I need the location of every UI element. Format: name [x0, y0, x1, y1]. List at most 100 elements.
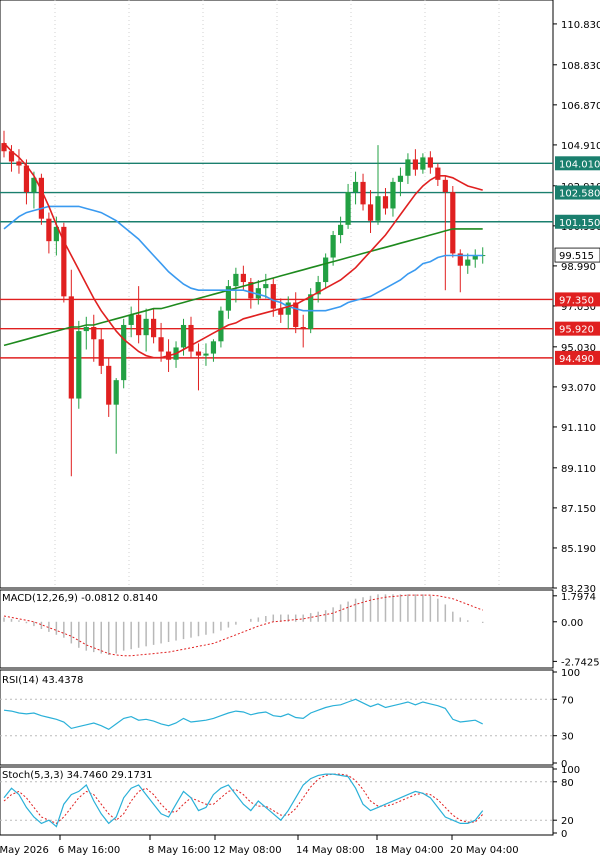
candle-body: [360, 181, 366, 205]
candle-body: [53, 226, 59, 242]
price-tick-label: 89.110: [561, 464, 596, 475]
rsi-line: [3, 698, 483, 730]
candle-body: [46, 218, 52, 242]
candle-body: [345, 192, 351, 225]
level-label-bg: [555, 350, 600, 365]
rsi-panel: RSI(14) 43.4378 100 70 30 0: [0, 668, 580, 770]
price-tick-label: 98.990: [561, 262, 596, 273]
time-tick-label: 4 May 2026: [0, 845, 49, 856]
candle-body: [435, 167, 441, 180]
candle-body: [180, 324, 187, 348]
price-tick-label: 108.830: [561, 61, 600, 72]
price-tick-label: 104.910: [561, 141, 600, 152]
macd-tick-label: -2.7425: [561, 657, 600, 668]
candle-body: [68, 296, 74, 399]
level-label: 97.350: [559, 295, 594, 306]
candle-body: [323, 257, 329, 283]
candle-body: [98, 339, 104, 366]
time-tick-label: 14 May 08:00: [296, 845, 365, 856]
stoch-k-line: [3, 773, 484, 828]
candle-body: [255, 288, 261, 299]
candle-body: [412, 159, 418, 170]
price-tick-label: 93.070: [561, 383, 596, 394]
candle-body: [465, 259, 471, 266]
candle-body: [300, 327, 306, 330]
price-tick-label: 106.870: [561, 101, 600, 112]
candle-body: [203, 353, 209, 356]
candle-body: [285, 302, 291, 315]
level-label: 101.150: [559, 218, 600, 229]
candle-body: [480, 255, 486, 257]
candle-body: [405, 159, 411, 176]
candle-body: [151, 318, 157, 338]
stoch-tick-label: 20: [561, 816, 574, 827]
candle-body: [225, 286, 231, 311]
candle-body: [278, 308, 284, 315]
candle-body: [31, 177, 37, 193]
candle-body: [76, 331, 82, 399]
candle-body: [23, 165, 30, 193]
last-price-label: 99.515: [559, 251, 594, 262]
time-tick-label: 8 May 16:00: [148, 845, 210, 856]
price-tick-label: 91.110: [561, 423, 596, 434]
level-label: 95.920: [559, 325, 594, 336]
level-label-bg: [555, 321, 600, 336]
moving-average-green-line: [3, 228, 483, 347]
candle-body: [106, 365, 112, 405]
candle-body: [293, 302, 299, 328]
candle-body: [143, 318, 149, 336]
candle-body: [1, 143, 7, 152]
candle-body: [450, 192, 456, 254]
candle-body: [128, 314, 134, 325]
macd-tick-label: 0.00: [561, 618, 583, 629]
rsi-tick-label: 0: [561, 759, 567, 770]
rsi-label: RSI(14) 43.4378: [2, 675, 83, 686]
candle-body: [352, 181, 359, 193]
stoch-d-line: [3, 773, 484, 824]
candle-body: [61, 226, 67, 297]
stoch-tick-label: 0: [561, 829, 567, 840]
candle-body: [16, 161, 22, 166]
moving-average-blue-line: [3, 205, 483, 312]
price-tick-label: 110.830: [561, 20, 600, 31]
candle-body: [158, 337, 164, 352]
candle-body: [330, 235, 336, 258]
candle-body: [263, 284, 269, 289]
candle-body: [38, 177, 44, 219]
candle-body: [442, 179, 448, 193]
rsi-tick-label: 70: [561, 695, 574, 706]
candle-body: [210, 341, 217, 354]
level-label-bg: [555, 214, 600, 229]
macd-tick-label: 1.7974: [561, 592, 596, 603]
candle-body: [472, 255, 478, 260]
price-tick-label: 95.030: [561, 343, 596, 354]
candle-body: [83, 327, 89, 332]
stoch-panel: Stoch(5,3,3) 34.7460 29.1731 100 80 20 0: [0, 765, 580, 840]
level-label: 102.580: [559, 189, 600, 200]
level-label-bg: [555, 185, 600, 200]
candle-body: [390, 181, 396, 209]
level-label: 94.490: [559, 354, 594, 365]
candle-body: [233, 273, 239, 287]
level-label-bg: [555, 292, 600, 307]
candlestick-series: [1, 130, 486, 477]
macd-signal-line: [3, 594, 483, 657]
candle-body: [270, 284, 276, 309]
price-tick-label: 97.030: [561, 302, 596, 313]
price-tick-label: 83.230: [561, 584, 596, 595]
candle-body: [240, 273, 246, 283]
macd-panel: MACD(12,26,9) -0.0812 0.8140 1.7974 0.00 -…: [0, 589, 600, 669]
price-tick-label: 87.150: [561, 504, 596, 515]
stoch-label: Stoch(5,3,3) 34.7460 29.1731: [2, 770, 153, 781]
candle-body: [367, 204, 374, 221]
candle-body: [397, 175, 404, 182]
level-label-bg: [555, 156, 600, 171]
candle-body: [248, 282, 254, 299]
stoch-tick-label: 80: [561, 778, 574, 789]
candle-body: [121, 324, 127, 381]
stoch-tick-label: 100: [561, 765, 580, 776]
time-tick-label: 20 May 04:00: [450, 845, 519, 856]
candle-body: [91, 327, 97, 340]
